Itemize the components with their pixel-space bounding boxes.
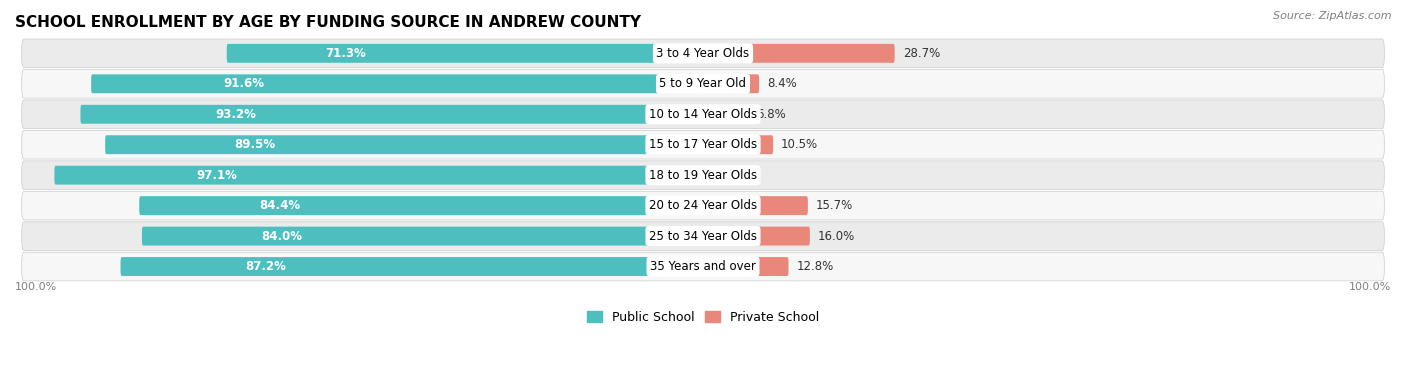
- FancyBboxPatch shape: [142, 227, 703, 245]
- Text: 100.0%: 100.0%: [1348, 282, 1391, 292]
- Text: 6.8%: 6.8%: [756, 108, 786, 121]
- Text: 93.2%: 93.2%: [215, 108, 256, 121]
- FancyBboxPatch shape: [703, 135, 773, 154]
- FancyBboxPatch shape: [21, 191, 1385, 220]
- FancyBboxPatch shape: [703, 44, 894, 63]
- Text: 5 to 9 Year Old: 5 to 9 Year Old: [659, 77, 747, 90]
- Legend: Public School, Private School: Public School, Private School: [582, 306, 824, 329]
- FancyBboxPatch shape: [21, 161, 1385, 190]
- Text: 3.0%: 3.0%: [731, 169, 761, 182]
- Text: 35 Years and over: 35 Years and over: [650, 260, 756, 273]
- FancyBboxPatch shape: [703, 227, 810, 245]
- Text: 89.5%: 89.5%: [233, 138, 276, 151]
- Text: 12.8%: 12.8%: [797, 260, 834, 273]
- FancyBboxPatch shape: [703, 166, 723, 185]
- FancyBboxPatch shape: [121, 257, 703, 276]
- Text: 10.5%: 10.5%: [782, 138, 818, 151]
- Text: 16.0%: 16.0%: [818, 230, 855, 242]
- Text: 8.4%: 8.4%: [768, 77, 797, 90]
- FancyBboxPatch shape: [21, 69, 1385, 98]
- Text: 15.7%: 15.7%: [815, 199, 853, 212]
- FancyBboxPatch shape: [21, 39, 1385, 67]
- Text: 10 to 14 Year Olds: 10 to 14 Year Olds: [650, 108, 756, 121]
- FancyBboxPatch shape: [21, 222, 1385, 250]
- FancyBboxPatch shape: [80, 105, 703, 124]
- FancyBboxPatch shape: [226, 44, 703, 63]
- Text: 84.4%: 84.4%: [260, 199, 301, 212]
- Text: 97.1%: 97.1%: [195, 169, 238, 182]
- FancyBboxPatch shape: [105, 135, 703, 154]
- FancyBboxPatch shape: [21, 100, 1385, 129]
- Text: 25 to 34 Year Olds: 25 to 34 Year Olds: [650, 230, 756, 242]
- FancyBboxPatch shape: [55, 166, 703, 185]
- FancyBboxPatch shape: [703, 74, 759, 93]
- Text: 71.3%: 71.3%: [325, 47, 366, 60]
- Text: 15 to 17 Year Olds: 15 to 17 Year Olds: [650, 138, 756, 151]
- Text: SCHOOL ENROLLMENT BY AGE BY FUNDING SOURCE IN ANDREW COUNTY: SCHOOL ENROLLMENT BY AGE BY FUNDING SOUR…: [15, 15, 641, 30]
- Text: 20 to 24 Year Olds: 20 to 24 Year Olds: [650, 199, 756, 212]
- Text: 87.2%: 87.2%: [246, 260, 287, 273]
- Text: 28.7%: 28.7%: [903, 47, 941, 60]
- FancyBboxPatch shape: [703, 105, 748, 124]
- FancyBboxPatch shape: [21, 252, 1385, 281]
- Text: 91.6%: 91.6%: [224, 77, 264, 90]
- Text: 3 to 4 Year Olds: 3 to 4 Year Olds: [657, 47, 749, 60]
- FancyBboxPatch shape: [703, 257, 789, 276]
- Text: 18 to 19 Year Olds: 18 to 19 Year Olds: [650, 169, 756, 182]
- Text: 84.0%: 84.0%: [262, 230, 302, 242]
- FancyBboxPatch shape: [21, 130, 1385, 159]
- FancyBboxPatch shape: [91, 74, 703, 93]
- Text: Source: ZipAtlas.com: Source: ZipAtlas.com: [1274, 11, 1392, 21]
- Text: 100.0%: 100.0%: [15, 282, 58, 292]
- FancyBboxPatch shape: [139, 196, 703, 215]
- FancyBboxPatch shape: [703, 196, 808, 215]
